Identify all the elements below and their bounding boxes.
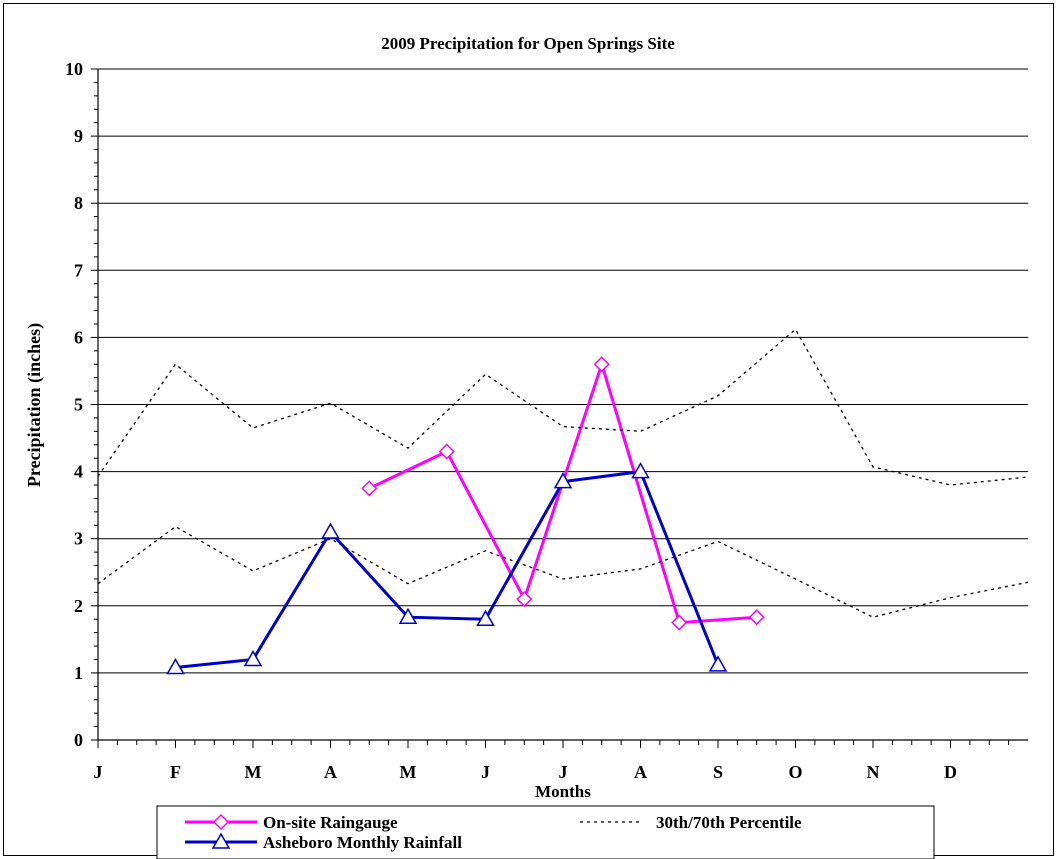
diamond-marker [671, 614, 688, 631]
y-tick-label: 1 [74, 663, 83, 683]
x-tick-label: A [634, 762, 647, 782]
percentile-line [97, 525, 1029, 618]
legend: On-site Raingauge 30th/70th Percentile Ash… [156, 805, 935, 859]
diamond-marker [748, 609, 765, 626]
triangle-marker [166, 658, 185, 675]
legend-item: On-site Raingauge [185, 813, 398, 832]
x-tick-label: O [788, 762, 802, 782]
y-tick-label: 10 [65, 59, 83, 79]
series-line [175, 469, 720, 669]
series-2 [97, 328, 1029, 486]
y-axis-label: Precipitation (inches) [24, 323, 45, 487]
x-tick-label: A [324, 762, 337, 782]
diamond-marker [438, 443, 455, 460]
x-tick-label: J [94, 762, 103, 782]
triangle-marker [631, 462, 650, 479]
legend-marker [212, 813, 230, 831]
legend-box [156, 805, 935, 859]
series-3 [97, 525, 1029, 618]
y-tick-label: 7 [74, 260, 83, 280]
y-tick-label: 5 [74, 395, 83, 415]
triangle-marker [321, 522, 340, 539]
x-tick-label: J [559, 762, 568, 782]
y-tick-label: 4 [74, 462, 83, 482]
series-layer [97, 328, 1029, 675]
chart-title: 2009 Precipitation for Open Springs Site [381, 34, 675, 53]
axes: 0 1 2 3 4 5 6 7 8 9 10 J F M A M J J A S O N D [65, 59, 1028, 782]
triangle-marker [243, 649, 263, 667]
x-tick-label: M [245, 762, 262, 782]
x-tick-label: D [944, 762, 957, 782]
series-line [368, 359, 757, 625]
x-tick-label: F [170, 762, 181, 782]
chart-frame [3, 3, 1054, 856]
diamond-marker [593, 356, 610, 373]
x-tick-label: N [867, 762, 880, 782]
x-axis-label: Months [535, 782, 591, 801]
y-tick-label: 8 [74, 193, 83, 213]
y-tick-label: 9 [74, 126, 83, 146]
y-tick-label: 0 [74, 730, 83, 750]
gridlines [98, 68, 1028, 674]
series-1 [166, 462, 728, 675]
x-tick-label: S [713, 762, 723, 782]
y-tick-label: 2 [74, 596, 83, 616]
diamond-marker [516, 591, 533, 608]
triangle-marker [398, 607, 418, 624]
percentile-line [97, 328, 1029, 486]
triangle-marker [553, 472, 573, 489]
legend-marker [211, 832, 231, 849]
y-tick-label: 3 [74, 529, 83, 549]
y-tick-label: 6 [74, 327, 83, 347]
diamond-marker [361, 480, 378, 497]
x-tick-label: J [481, 762, 490, 782]
legend-item: Asheboro Monthly Rainfall [185, 832, 462, 852]
triangle-marker [476, 609, 495, 626]
series-0 [361, 356, 765, 631]
triangle-marker [708, 655, 728, 672]
legend-label: 30th/70th Percentile [656, 813, 802, 832]
legend-label: On-site Raingauge [263, 813, 398, 832]
legend-label: Asheboro Monthly Rainfall [263, 833, 462, 852]
x-tick-label: M [400, 762, 417, 782]
legend-item: 30th/70th Percentile [580, 813, 802, 832]
